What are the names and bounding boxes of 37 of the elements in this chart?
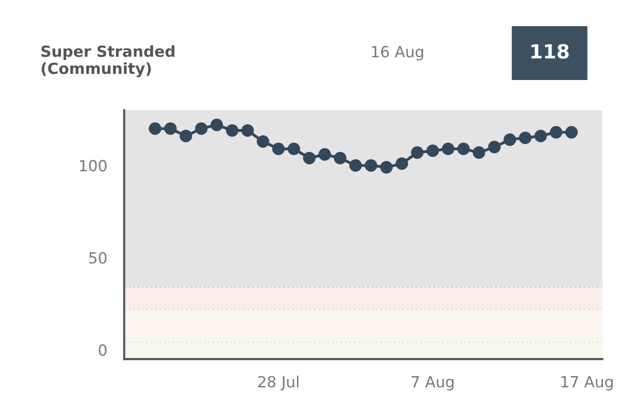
point bbox=[534, 130, 547, 142]
x-tick-label: 17 Aug bbox=[562, 376, 613, 390]
x-tick-label: 28 Jul bbox=[258, 376, 298, 390]
y-tick-label: 0 bbox=[98, 344, 107, 356]
point bbox=[288, 142, 300, 156]
text: 118 bbox=[531, 44, 569, 59]
point bbox=[303, 152, 316, 164]
point bbox=[488, 140, 501, 154]
point bbox=[241, 124, 254, 137]
point bbox=[164, 122, 177, 135]
point bbox=[226, 124, 238, 137]
text: 16 Aug bbox=[372, 46, 424, 60]
point bbox=[550, 126, 562, 139]
point bbox=[396, 157, 408, 170]
y-tick-label: 100 bbox=[80, 160, 107, 172]
point bbox=[518, 132, 532, 144]
point bbox=[504, 133, 516, 146]
point bbox=[272, 142, 285, 156]
point bbox=[472, 146, 486, 159]
point bbox=[334, 152, 346, 164]
point bbox=[195, 122, 208, 135]
point bbox=[210, 118, 223, 132]
point bbox=[411, 146, 424, 159]
point bbox=[442, 142, 454, 156]
x-tick-label: 7 Aug bbox=[412, 376, 454, 390]
point bbox=[180, 130, 192, 142]
point bbox=[426, 144, 439, 157]
point bbox=[256, 135, 270, 148]
point bbox=[364, 159, 378, 172]
point bbox=[457, 142, 470, 156]
point bbox=[148, 122, 162, 135]
point bbox=[318, 148, 331, 161]
point bbox=[565, 126, 578, 139]
chart-title: Super Stranded (Community) bbox=[41, 45, 174, 78]
y-tick-label: 50 bbox=[89, 252, 107, 264]
point bbox=[380, 161, 393, 174]
point bbox=[349, 159, 362, 172]
